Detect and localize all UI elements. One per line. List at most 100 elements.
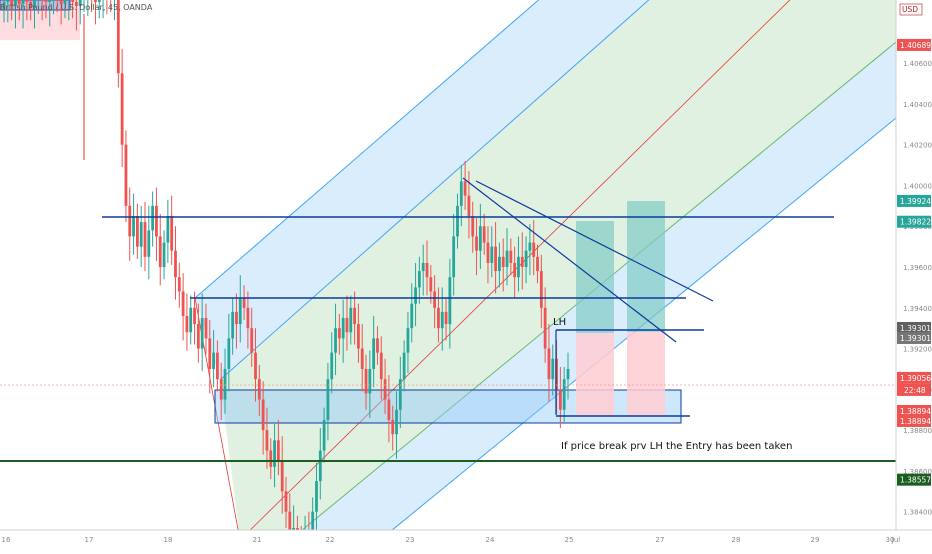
candle-body xyxy=(78,0,82,7)
x-tick-label: 25 xyxy=(565,536,574,544)
price-label-bg xyxy=(897,371,931,384)
x-tick-label: 24 xyxy=(486,536,495,544)
candle-body xyxy=(337,328,341,339)
y-tick-label: 1.38800 xyxy=(903,427,932,435)
candle-body xyxy=(235,311,238,325)
candle-body xyxy=(539,271,543,308)
candle-body xyxy=(143,222,147,257)
candle-body xyxy=(528,242,532,251)
candle-body xyxy=(6,0,10,2)
y-tick-label: 1.38600 xyxy=(903,468,932,476)
candle-body xyxy=(116,0,120,74)
candle-body xyxy=(246,307,250,329)
candle-body xyxy=(391,419,395,435)
candle-body xyxy=(193,307,196,325)
candle-body xyxy=(63,0,67,4)
y-tick-label: 1.39400 xyxy=(903,305,932,313)
candle-body xyxy=(2,1,6,11)
candle-body xyxy=(250,328,254,353)
candle-body xyxy=(421,262,425,272)
candle-body xyxy=(284,491,288,512)
candle-body xyxy=(10,0,14,6)
candle-body xyxy=(433,291,437,308)
price-label: 1.38894 xyxy=(900,417,931,426)
channel-lower-inner-band xyxy=(240,0,896,540)
trade-stop-box-1[interactable] xyxy=(576,333,614,417)
candle-body xyxy=(486,242,490,263)
price-label: 1.38557 xyxy=(900,476,931,485)
candle-body xyxy=(216,352,219,380)
currency-badge-box[interactable] xyxy=(899,3,923,16)
candle-body xyxy=(196,324,200,349)
candle-body xyxy=(478,226,482,251)
candle-body xyxy=(25,0,29,2)
price-label: 1.38894 xyxy=(900,407,931,416)
price-label: 1.39301 xyxy=(900,324,931,333)
candle-body xyxy=(517,256,520,278)
drawings-layer xyxy=(0,0,897,541)
price-axis-bg xyxy=(896,0,932,550)
channel-upper-inner-band xyxy=(220,0,790,540)
x-tick-label: 17 xyxy=(85,536,94,544)
candle-body xyxy=(135,216,139,247)
candle-body xyxy=(151,205,155,231)
candle-body xyxy=(440,311,444,329)
price-label: 1.39301 xyxy=(900,334,931,343)
trade-stop-box-2[interactable] xyxy=(627,332,665,417)
channel-median-line xyxy=(239,0,791,541)
candle-body xyxy=(223,368,227,400)
x-tick-label: 21 xyxy=(253,536,262,544)
candle-body xyxy=(242,297,246,308)
x-tick-label: 18 xyxy=(164,536,173,544)
candle-body xyxy=(33,0,36,9)
candle-body xyxy=(383,379,387,400)
candle-body xyxy=(128,205,132,237)
candle-body xyxy=(273,440,276,467)
candle-body xyxy=(417,271,421,288)
trade-target-box-1[interactable] xyxy=(576,221,614,333)
candle-body xyxy=(513,262,517,278)
candle-body xyxy=(166,216,170,243)
candle-body xyxy=(444,311,448,325)
price-label: 1.39822 xyxy=(900,218,931,227)
overlay-layer: LH If price break prv LH the Entry has be… xyxy=(0,177,896,462)
y-tick-label: 1.39600 xyxy=(903,264,932,272)
currency-badge[interactable]: USD xyxy=(902,5,918,14)
candle-body xyxy=(238,297,242,325)
candle-body xyxy=(456,205,459,237)
trendline-1[interactable] xyxy=(462,177,677,343)
price-label: 1.40689 xyxy=(900,41,931,50)
candle-body xyxy=(501,256,505,267)
x-tick-label: 23 xyxy=(406,536,415,544)
candle-body xyxy=(162,242,166,267)
x-tick-label: 22 xyxy=(326,536,335,544)
candle-body xyxy=(341,317,345,339)
candle-body xyxy=(471,216,475,237)
candle-body xyxy=(269,450,273,467)
candle-body xyxy=(14,0,17,7)
candle-body xyxy=(562,379,566,410)
candle-body xyxy=(75,1,78,6)
candle-body xyxy=(315,481,318,512)
candle-body xyxy=(429,277,433,292)
candle-body xyxy=(345,317,349,333)
y-tick-label: 1.40600 xyxy=(903,60,932,68)
candle-body xyxy=(532,242,536,257)
candle-body xyxy=(406,328,410,353)
candle-body xyxy=(181,291,185,316)
price-label-bg xyxy=(897,194,931,207)
candle-body xyxy=(44,0,48,2)
candle-body xyxy=(360,348,364,369)
candle-body xyxy=(200,317,204,349)
candle-body xyxy=(254,352,257,380)
candle-body xyxy=(189,307,193,333)
candle-body xyxy=(566,368,570,380)
candle-body xyxy=(494,246,497,272)
x-tick-label: Jul xyxy=(891,536,901,544)
candle-body xyxy=(322,419,326,451)
trendline-2[interactable] xyxy=(475,180,714,302)
price-label-bg xyxy=(897,38,931,51)
